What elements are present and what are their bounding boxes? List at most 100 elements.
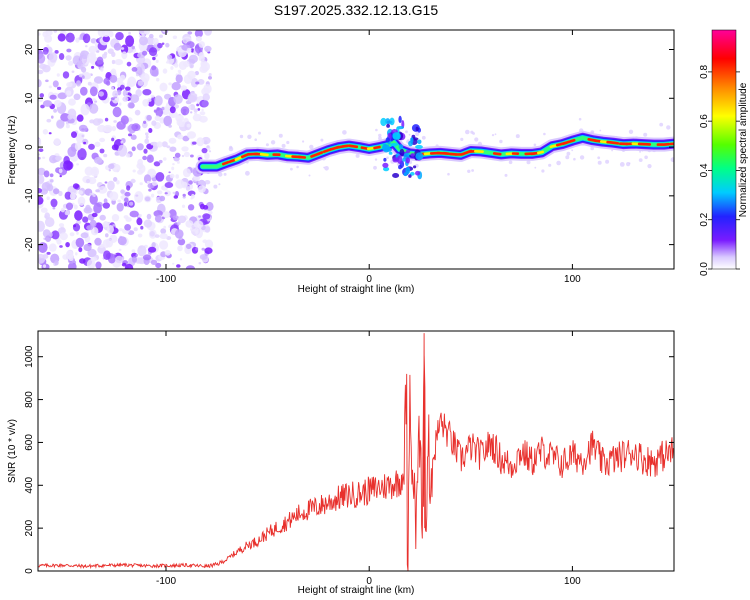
noise-speckle xyxy=(122,96,129,102)
noise-speckle xyxy=(119,228,123,232)
ridge-halo-speckle xyxy=(659,122,664,127)
ridge-turbulence-blob xyxy=(410,137,414,143)
noise-speckle xyxy=(80,103,90,116)
noise-speckle xyxy=(46,196,50,200)
noise-speckle xyxy=(48,243,57,252)
noise-speckle xyxy=(157,190,163,195)
noise-speckle xyxy=(176,118,183,126)
noise-speckle xyxy=(169,106,176,114)
ridge-halo-speckle xyxy=(355,153,360,158)
noise-speckle xyxy=(148,47,158,57)
noise-speckle xyxy=(198,41,205,48)
noise-speckle xyxy=(183,151,190,158)
noise-speckle xyxy=(72,55,82,66)
noise-speckle xyxy=(125,35,135,47)
y-tick-label: 200 xyxy=(24,519,35,536)
x-tick-label: 100 xyxy=(564,576,581,587)
noise-speckle xyxy=(193,220,204,229)
ridge-turbulence-blob xyxy=(382,144,391,153)
ridge-halo-speckle xyxy=(543,132,546,136)
noise-speckle xyxy=(89,52,97,59)
ridge-halo-speckle xyxy=(605,159,610,164)
ridge-hot-segment xyxy=(536,150,545,155)
noise-speckle xyxy=(121,51,128,60)
ridge-halo-speckle xyxy=(597,160,602,165)
ridge-halo-speckle xyxy=(309,144,314,150)
noise-speckle xyxy=(143,219,153,228)
noise-speckle xyxy=(53,188,60,195)
noise-speckle xyxy=(174,63,179,68)
ridge-halo-speckle xyxy=(638,158,643,163)
noise-speckle xyxy=(177,238,186,246)
noise-speckle xyxy=(75,37,80,43)
ridge-halo-speckle xyxy=(265,143,269,147)
ridge-halo-speckle xyxy=(405,130,408,134)
noise-speckle xyxy=(103,77,110,85)
noise-speckle xyxy=(60,113,70,122)
noise-speckle xyxy=(119,102,122,106)
noise-speckle xyxy=(77,196,86,206)
ridge-hot-segment xyxy=(568,138,576,143)
ridge-turbulence-blob xyxy=(390,143,398,147)
ridge-halo-speckle xyxy=(491,134,495,137)
noise-speckle xyxy=(94,141,101,147)
ridge-halo-speckle xyxy=(647,164,652,169)
noise-speckle xyxy=(126,61,132,67)
ridge-halo-speckle xyxy=(218,172,223,177)
noise-speckle xyxy=(112,224,116,227)
noise-speckle xyxy=(65,32,75,43)
noise-speckle xyxy=(190,197,193,200)
noise-speckle xyxy=(136,143,144,151)
ridge-halo-speckle xyxy=(223,172,227,176)
ridge-halo-speckle xyxy=(579,155,585,160)
noise-speckle xyxy=(55,155,62,161)
ridge-halo-speckle xyxy=(208,150,212,153)
noise-speckle xyxy=(116,180,120,185)
noise-speckle xyxy=(143,120,147,125)
noise-speckle xyxy=(49,179,54,183)
noise-speckle xyxy=(93,194,96,198)
noise-speckle xyxy=(144,196,151,202)
noise-speckle xyxy=(118,248,122,251)
noise-speckle xyxy=(198,52,205,59)
noise-speckle xyxy=(153,109,157,113)
noise-speckle xyxy=(42,31,49,38)
noise-speckle xyxy=(168,124,172,128)
ridge-hot-segment xyxy=(228,158,237,164)
noise-speckle xyxy=(177,134,184,140)
noise-speckle xyxy=(131,146,136,152)
noise-speckle xyxy=(132,169,136,173)
ridge-hot-segment xyxy=(473,149,484,153)
noise-speckle xyxy=(188,92,198,103)
noise-speckle xyxy=(114,93,118,96)
ridge-turbulence-blob xyxy=(415,126,419,131)
noise-speckle xyxy=(40,207,48,213)
noise-speckle xyxy=(124,224,131,231)
colorbar: 0.0 0.2 0.4 0.6 0.8 Normalized spectral ampl… xyxy=(699,29,749,276)
noise-speckle xyxy=(195,81,200,85)
noise-speckle xyxy=(171,82,181,91)
noise-speckle xyxy=(152,181,158,186)
noise-speckle xyxy=(177,69,182,73)
noise-speckle xyxy=(66,48,72,53)
noise-speckle xyxy=(174,229,184,239)
noise-speckle xyxy=(130,134,137,140)
noise-speckle xyxy=(172,163,175,166)
noise-speckle xyxy=(139,182,143,186)
noise-speckle xyxy=(67,114,73,120)
spectrogram-frame xyxy=(37,29,675,270)
noise-speckle xyxy=(42,156,46,159)
noise-speckle xyxy=(99,214,106,221)
noise-speckle xyxy=(95,189,100,193)
noise-speckle xyxy=(162,211,171,219)
noise-speckle xyxy=(164,182,174,188)
noise-speckle xyxy=(38,156,41,160)
ridge-turbulence-blob xyxy=(398,115,402,123)
noise-speckle xyxy=(186,123,191,128)
ridge-turbulence-blob xyxy=(399,148,405,157)
noise-speckle xyxy=(83,141,87,145)
noise-speckle xyxy=(120,189,125,194)
noise-speckle xyxy=(201,147,208,154)
noise-speckle xyxy=(146,180,150,184)
